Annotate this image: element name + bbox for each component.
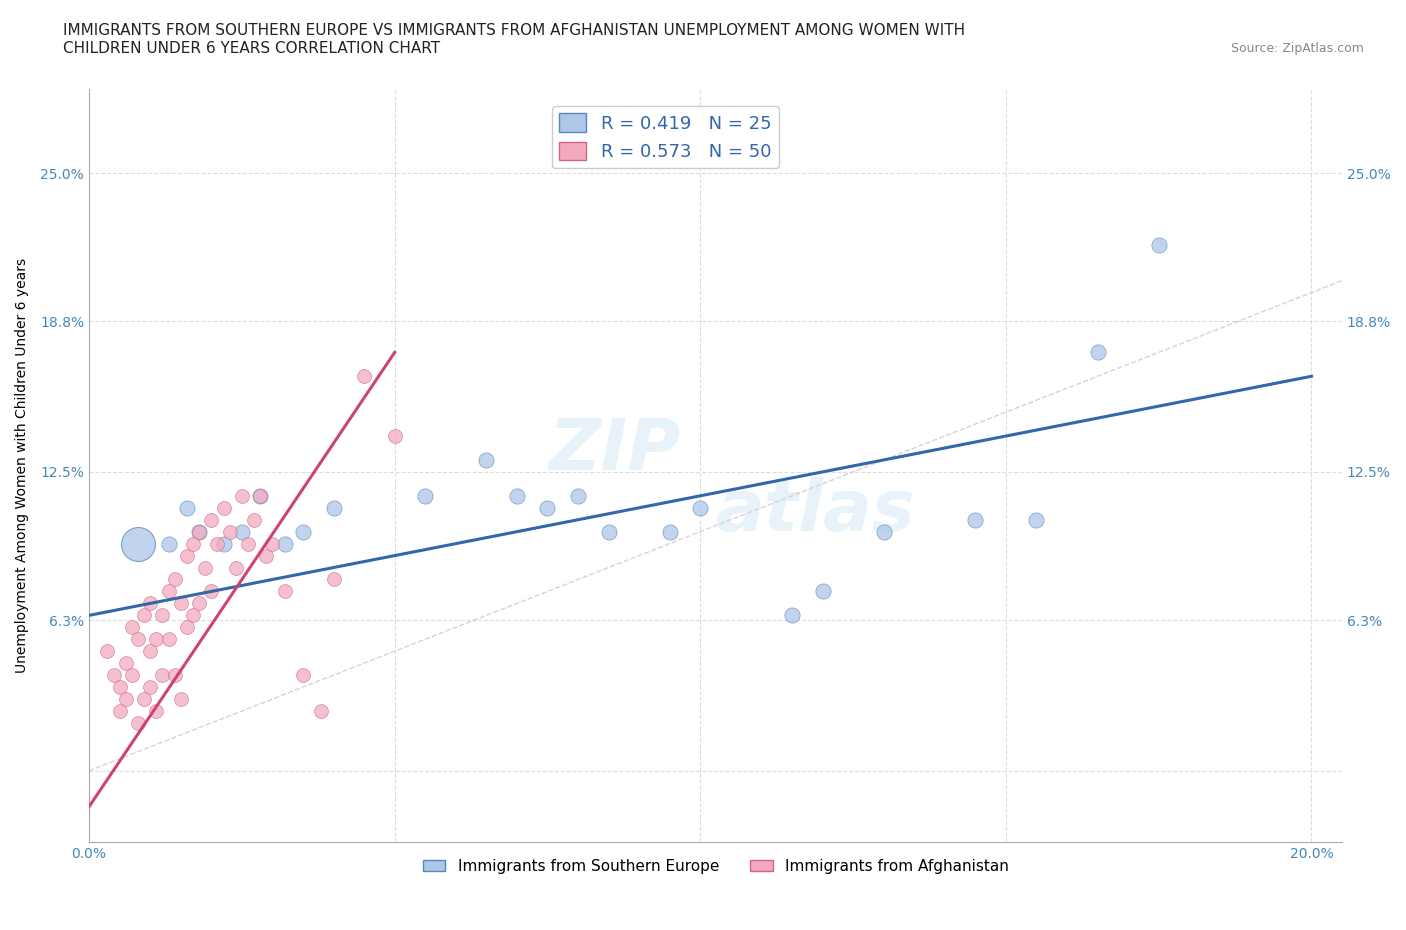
Point xyxy=(127,631,149,646)
Point xyxy=(170,596,193,611)
Point xyxy=(212,500,235,515)
Point xyxy=(273,537,295,551)
Point xyxy=(413,488,436,503)
Point xyxy=(121,668,143,683)
Point xyxy=(157,631,180,646)
Point xyxy=(200,512,222,527)
Point xyxy=(200,584,222,599)
Point xyxy=(231,488,253,503)
Point xyxy=(536,500,558,515)
Point xyxy=(114,692,136,707)
Point xyxy=(139,644,162,658)
Point xyxy=(157,537,180,551)
Point xyxy=(212,537,235,551)
Point xyxy=(139,596,162,611)
Point xyxy=(108,703,131,718)
Point xyxy=(163,572,186,587)
Point xyxy=(132,692,155,707)
Point xyxy=(273,584,295,599)
Y-axis label: Unemployment Among Women with Children Under 6 years: Unemployment Among Women with Children U… xyxy=(15,259,30,673)
Point xyxy=(292,668,315,683)
Point xyxy=(780,608,803,623)
Point xyxy=(181,537,204,551)
Point xyxy=(218,525,240,539)
Point xyxy=(1025,512,1047,527)
Point xyxy=(322,572,344,587)
Point xyxy=(811,584,834,599)
Point xyxy=(249,488,271,503)
Point xyxy=(188,525,211,539)
Point xyxy=(114,656,136,671)
Point xyxy=(181,608,204,623)
Point xyxy=(152,608,174,623)
Point xyxy=(231,525,253,539)
Text: Source: ZipAtlas.com: Source: ZipAtlas.com xyxy=(1230,42,1364,55)
Point xyxy=(311,703,333,718)
Point xyxy=(132,608,155,623)
Point xyxy=(249,488,271,503)
Point xyxy=(475,453,498,468)
Point xyxy=(152,668,174,683)
Point xyxy=(157,584,180,599)
Point xyxy=(1087,345,1109,360)
Text: atlas: atlas xyxy=(716,476,915,546)
Text: ZIP: ZIP xyxy=(550,417,682,485)
Point xyxy=(689,500,711,515)
Point xyxy=(658,525,681,539)
Point xyxy=(145,703,167,718)
Point xyxy=(225,560,247,575)
Point xyxy=(96,644,118,658)
Legend: Immigrants from Southern Europe, Immigrants from Afghanistan: Immigrants from Southern Europe, Immigra… xyxy=(416,853,1015,880)
Point xyxy=(108,680,131,695)
Point xyxy=(384,429,406,444)
Point xyxy=(188,525,211,539)
Point xyxy=(145,631,167,646)
Point xyxy=(353,369,375,384)
Point xyxy=(176,548,198,563)
Point xyxy=(243,512,266,527)
Point xyxy=(236,537,259,551)
Point xyxy=(872,525,894,539)
Point xyxy=(127,537,149,551)
Point xyxy=(194,560,217,575)
Point xyxy=(176,500,198,515)
Text: IMMIGRANTS FROM SOUTHERN EUROPE VS IMMIGRANTS FROM AFGHANISTAN UNEMPLOYMENT AMON: IMMIGRANTS FROM SOUTHERN EUROPE VS IMMIG… xyxy=(63,23,966,56)
Point xyxy=(176,620,198,635)
Point xyxy=(254,548,277,563)
Point xyxy=(170,692,193,707)
Point xyxy=(598,525,620,539)
Point xyxy=(121,620,143,635)
Point xyxy=(207,537,229,551)
Point xyxy=(188,596,211,611)
Point xyxy=(139,680,162,695)
Point xyxy=(567,488,589,503)
Point xyxy=(103,668,125,683)
Point xyxy=(127,715,149,730)
Point xyxy=(1147,237,1170,252)
Point xyxy=(262,537,284,551)
Point xyxy=(965,512,987,527)
Point xyxy=(322,500,344,515)
Point xyxy=(163,668,186,683)
Point xyxy=(506,488,529,503)
Point xyxy=(292,525,315,539)
